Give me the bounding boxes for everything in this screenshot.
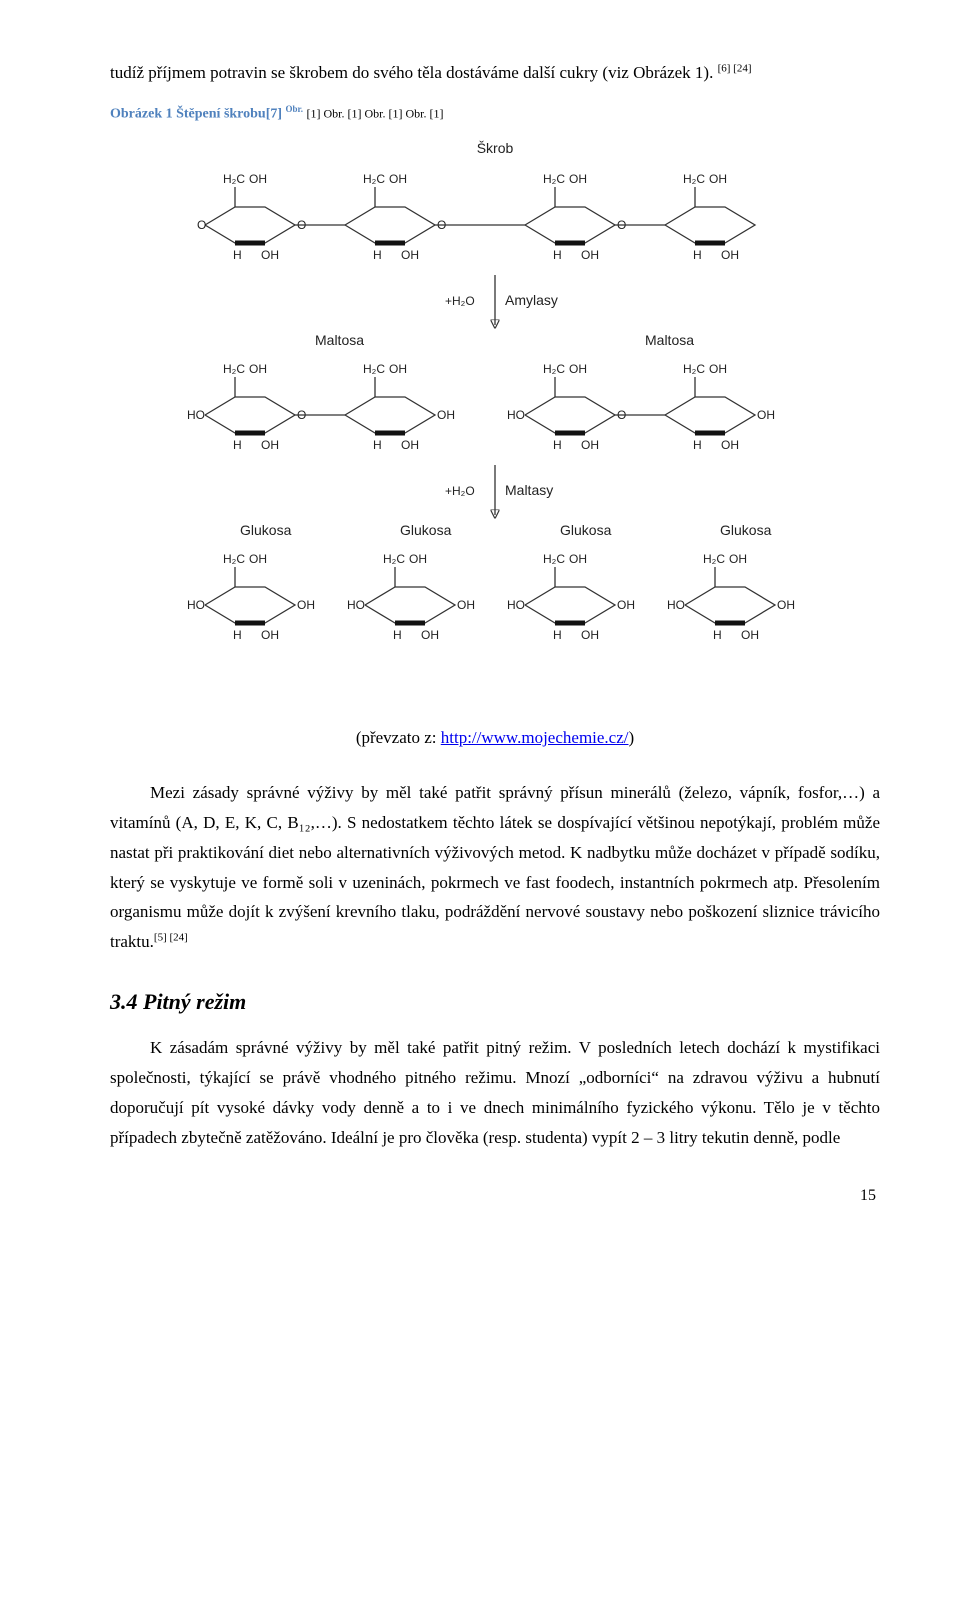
label-glukosa-4: Glukosa — [720, 522, 772, 538]
svg-text:OH: OH — [409, 552, 427, 566]
row2: H₂COH HO O HOH H₂COH OH HOH H₂COH HO O — [187, 362, 775, 452]
svg-text:O: O — [197, 218, 206, 232]
section-heading-pitny-rezim: 3.4 Pitný režim — [110, 983, 880, 1022]
svg-text:OH: OH — [721, 438, 739, 452]
intro-refs: [6] [24] — [718, 62, 752, 74]
svg-text:H: H — [553, 248, 562, 262]
svg-text:OH: OH — [249, 172, 267, 186]
para2-refs: [5] [24] — [154, 932, 188, 944]
source-suffix: ) — [629, 728, 635, 747]
row3: H₂COH HO OH HOH H₂COH HO OH HOH H₂COH HO — [187, 552, 795, 642]
source-link[interactable]: http://www.mojechemie.cz/ — [441, 728, 629, 747]
svg-text:H: H — [233, 248, 242, 262]
svg-text:H₂C: H₂C — [543, 552, 565, 566]
svg-text:OH: OH — [569, 172, 587, 186]
svg-text:H: H — [233, 438, 242, 452]
svg-text:HO: HO — [187, 408, 205, 422]
label-maltosa-2: Maltosa — [645, 332, 694, 348]
label-glukosa-3: Glukosa — [560, 522, 612, 538]
svg-text:OH: OH — [249, 552, 267, 566]
svg-text:OH: OH — [757, 408, 775, 422]
svg-text:OH: OH — [389, 172, 407, 186]
svg-text:OH: OH — [249, 362, 267, 376]
svg-text:OH: OH — [581, 438, 599, 452]
figure-caption: Obrázek 1 Štěpení škrobu[7] Obr. [1] Obr… — [110, 102, 880, 127]
svg-text:HO: HO — [347, 598, 365, 612]
svg-text:OH: OH — [401, 438, 419, 452]
svg-text:H₂C: H₂C — [683, 172, 705, 186]
svg-text:OH: OH — [741, 628, 759, 642]
caption-tail: [1] Obr. [1] Obr. [1] Obr. [1] — [306, 106, 443, 120]
svg-text:H₂C: H₂C — [363, 362, 385, 376]
row1: H₂COH O HOH O H₂COH O HOH H₂COH O HOH — [197, 172, 755, 262]
paragraph-minerals: Mezi zásady správné výživy by měl také p… — [110, 778, 880, 957]
label-glukosa-2: Glukosa — [400, 522, 452, 538]
svg-text:OH: OH — [457, 598, 475, 612]
intro-paragraph: tudíž příjmem potravin se škrobem do své… — [110, 58, 880, 88]
svg-text:OH: OH — [569, 362, 587, 376]
svg-text:H: H — [393, 628, 402, 642]
svg-text:OH: OH — [261, 628, 279, 642]
svg-text:OH: OH — [617, 598, 635, 612]
svg-text:H₂C: H₂C — [683, 362, 705, 376]
caption-text: Obrázek 1 Štěpení škrobu[7] — [110, 106, 282, 121]
svg-text:H: H — [693, 438, 702, 452]
svg-text:H: H — [373, 438, 382, 452]
svg-text:OH: OH — [261, 438, 279, 452]
svg-text:OH: OH — [581, 628, 599, 642]
svg-text:HO: HO — [667, 598, 685, 612]
svg-text:OH: OH — [297, 598, 315, 612]
svg-text:OH: OH — [777, 598, 795, 612]
svg-text:HO: HO — [507, 408, 525, 422]
svg-text:H₂C: H₂C — [363, 172, 385, 186]
svg-text:H: H — [553, 438, 562, 452]
svg-text:OH: OH — [401, 248, 419, 262]
page-number: 15 — [110, 1182, 880, 1210]
caption-sup: Obr. — [286, 104, 303, 114]
svg-text:H₂C: H₂C — [543, 172, 565, 186]
svg-text:H₂C: H₂C — [383, 552, 405, 566]
svg-text:OH: OH — [261, 248, 279, 262]
svg-text:OH: OH — [729, 552, 747, 566]
svg-text:OH: OH — [569, 552, 587, 566]
svg-text:HO: HO — [507, 598, 525, 612]
svg-text:H: H — [373, 248, 382, 262]
chemical-figure: Škrob H₂COH O HOH O H₂COH O HOH — [110, 135, 880, 705]
svg-text:H: H — [693, 248, 702, 262]
label-skrob: Škrob — [477, 140, 514, 156]
svg-text:H: H — [713, 628, 722, 642]
para2-text: Mezi zásady správné výživy by měl také p… — [110, 783, 880, 951]
label-glukosa-1: Glukosa — [240, 522, 292, 538]
svg-text:HO: HO — [187, 598, 205, 612]
svg-text:OH: OH — [437, 408, 455, 422]
svg-text:OH: OH — [721, 248, 739, 262]
svg-text:H₂C: H₂C — [223, 552, 245, 566]
svg-text:H: H — [233, 628, 242, 642]
svg-text:OH: OH — [389, 362, 407, 376]
svg-text:OH: OH — [709, 172, 727, 186]
svg-text:H₂C: H₂C — [703, 552, 725, 566]
svg-text:H₂C: H₂C — [223, 172, 245, 186]
paragraph-pitny-rezim: K zásadám správné výživy by měl také pat… — [110, 1033, 880, 1152]
label-h2o-1: +H₂O — [445, 294, 475, 308]
label-maltosa-1: Maltosa — [315, 332, 364, 348]
source-prefix: (převzato z: — [356, 728, 441, 747]
svg-text:OH: OH — [581, 248, 599, 262]
svg-text:OH: OH — [421, 628, 439, 642]
starch-diagram: Škrob H₂COH O HOH O H₂COH O HOH — [145, 135, 845, 695]
svg-text:H₂C: H₂C — [543, 362, 565, 376]
intro-text: tudíž příjmem potravin se škrobem do své… — [110, 63, 713, 82]
label-h2o-2: +H₂O — [445, 484, 475, 498]
svg-text:OH: OH — [709, 362, 727, 376]
label-amylasy: Amylasy — [505, 292, 558, 308]
svg-text:H₂C: H₂C — [223, 362, 245, 376]
figure-source: (převzato z: http://www.mojechemie.cz/) — [110, 723, 880, 753]
svg-text:H: H — [553, 628, 562, 642]
label-maltasy: Maltasy — [505, 482, 553, 498]
